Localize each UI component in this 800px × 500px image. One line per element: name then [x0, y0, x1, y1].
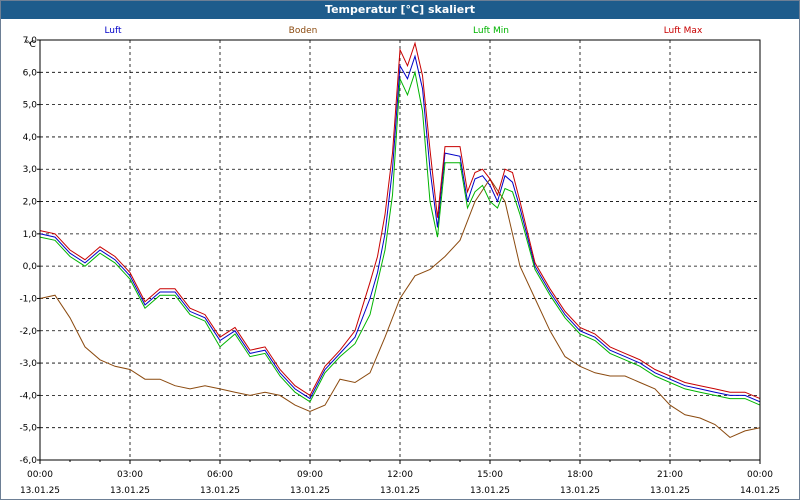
y-tick-label: 0,0: [23, 262, 38, 272]
x-tick-date: 13.01.25: [470, 486, 510, 496]
y-tick-label: 5,0: [23, 101, 38, 111]
y-tick-label: 3,0: [23, 165, 38, 175]
series-line-luft-max: [39, 41, 761, 400]
x-tick-date: 13.01.25: [560, 486, 600, 496]
x-tick-date: 13.01.25: [20, 486, 60, 496]
x-tick-date: 13.01.25: [650, 486, 690, 496]
x-tick-time: 03:00: [117, 470, 143, 480]
y-tick-label: 1,0: [23, 230, 38, 240]
x-tick-time: 06:00: [207, 470, 233, 480]
y-axis-unit: °C: [25, 40, 36, 50]
legend: Luft Boden Luft Min Luft Max: [104, 26, 703, 36]
y-tick-label: 7,0: [23, 36, 38, 46]
x-tick-time: 21:00: [657, 470, 683, 480]
legend-entry-luft-max: Luft Max: [664, 26, 703, 36]
x-tick-time: 00:00: [747, 470, 773, 480]
legend-entry-boden: Boden: [289, 26, 318, 36]
x-tick-time: 09:00: [297, 470, 323, 480]
x-tick-time: 00:00: [27, 470, 53, 480]
x-tick-time: 15:00: [477, 470, 503, 480]
legend-entry-luft: Luft: [104, 26, 122, 36]
x-tick-date: 13.01.25: [110, 486, 150, 496]
x-tick-date: 13.01.25: [200, 486, 240, 496]
y-tick-label: 2,0: [23, 198, 38, 208]
series-lines: [39, 41, 761, 438]
x-tick-time: 12:00: [387, 470, 413, 480]
y-tick-label: -1,0: [19, 294, 37, 304]
y-tick-label: -5,0: [19, 424, 37, 434]
y-tick-label: -3,0: [19, 359, 37, 369]
y-tick-label: -4,0: [19, 391, 37, 401]
chart-title: Temperatur [°C] skaliert: [1, 1, 799, 19]
y-tick-label: 6,0: [23, 68, 38, 78]
x-tick-date: 13.01.25: [380, 486, 420, 496]
x-tick-date: 14.01.25: [740, 486, 780, 496]
series-line-luft: [39, 54, 761, 403]
x-axis: 00:00 13.01.25 03:00 13.01.25 06:00 13.01.25 0…: [20, 460, 780, 496]
series-line-luft-min: [39, 70, 761, 406]
series-line-boden: [39, 177, 761, 438]
y-tick-label: -2,0: [19, 327, 37, 337]
x-tick-time: 18:00: [567, 470, 593, 480]
y-tick-label: -6,0: [19, 456, 37, 466]
y-axis: 7,0 6,0 5,0 4,0 3,0 2,0 1,0 0,0 -1,0 -2,0 -3,0 -4,0…: [19, 36, 40, 466]
y-tick-label: 4,0: [23, 133, 38, 143]
x-tick-date: 13.01.25: [290, 486, 330, 496]
legend-entry-luft-min: Luft Min: [473, 26, 509, 36]
grid: [40, 40, 760, 460]
